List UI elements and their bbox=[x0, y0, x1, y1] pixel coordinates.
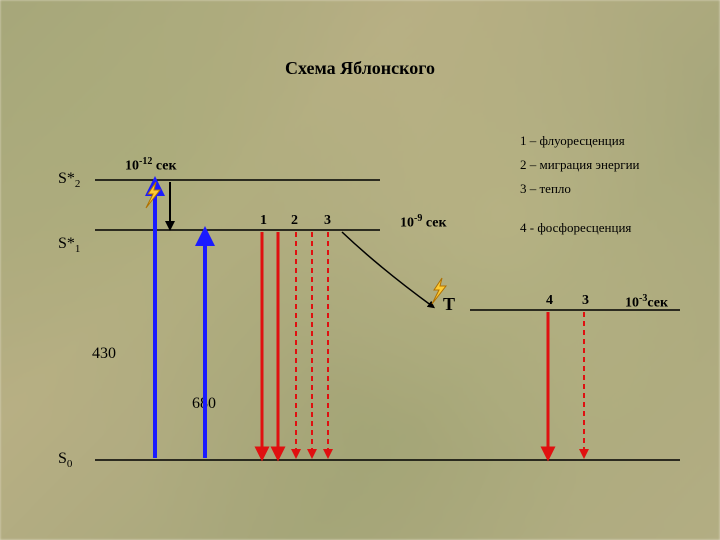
isc-curve bbox=[342, 232, 432, 306]
jablonski-diagram bbox=[0, 0, 720, 540]
lightning-icon-t bbox=[432, 278, 446, 304]
